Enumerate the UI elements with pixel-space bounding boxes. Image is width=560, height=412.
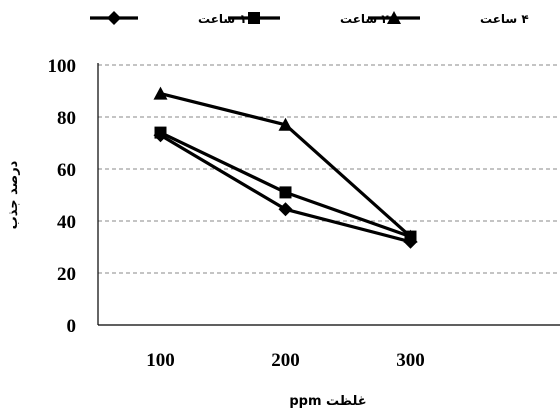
x-axis: 100 200 300 [98,324,560,371]
y-tick-label: 20 [57,264,76,285]
legend-label: ۴ ساعت [480,12,529,26]
y-tick-label: 0 [67,316,77,337]
x-tick-label: 200 [271,350,300,371]
legend-label: ۲ ساعت [340,12,389,26]
y-axis-label: درصد جذب [6,160,21,229]
data-point [403,229,418,243]
y-axis: 0 20 40 60 80 100 [48,56,99,337]
series-2 [154,126,417,243]
legend: ۱ ساعت ۲ ساعت ۴ ساعت [90,11,529,26]
y-tick-label: 60 [57,160,76,181]
y-tick-label: 40 [57,212,76,233]
x-tick-label: 300 [396,350,425,371]
plot-series [153,86,418,249]
data-point [279,186,292,199]
legend-marker [107,11,121,25]
legend-marker [387,11,401,24]
legend-item: ۴ ساعت [368,11,529,26]
x-tick-label: 100 [146,350,175,371]
legend-label: ۱ ساعت [198,12,247,26]
legend-item: ۱ ساعت [90,11,247,26]
data-point [278,117,293,131]
data-point [154,126,167,139]
y-tick-label: 80 [57,108,76,129]
legend-item: ۲ ساعت [228,12,389,26]
y-tick-label: 100 [48,56,77,77]
series-3 [153,86,418,243]
x-axis-label: غلظت ppm [289,394,366,409]
data-point [278,202,293,217]
legend-marker [248,12,260,24]
data-point [153,86,168,100]
